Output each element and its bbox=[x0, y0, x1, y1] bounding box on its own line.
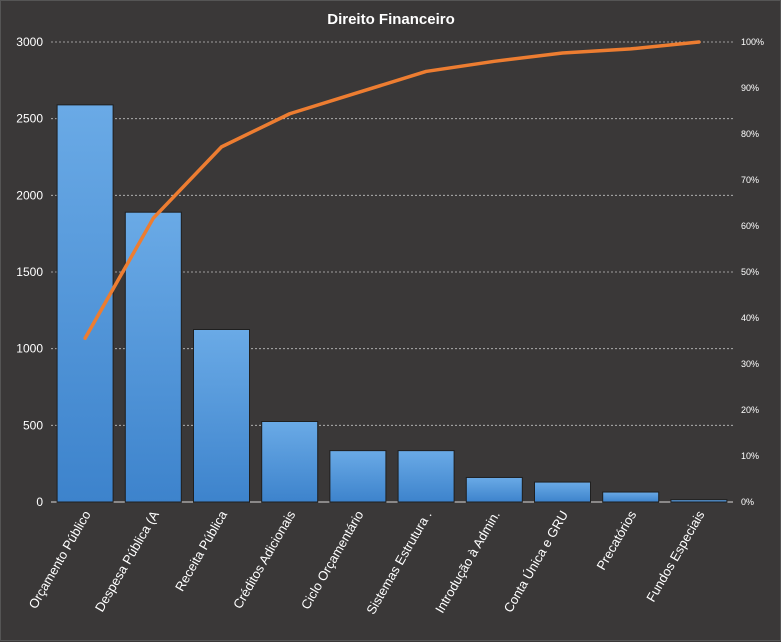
bar bbox=[194, 330, 250, 503]
x-tick-label: Conta Única e GRU bbox=[501, 508, 571, 615]
y-tick-label: 1000 bbox=[16, 342, 43, 356]
y2-tick-label: 0% bbox=[741, 497, 754, 507]
x-tick-label: Orçamento Público bbox=[25, 508, 93, 611]
bar bbox=[466, 477, 522, 502]
x-tick-label: Despesa Pública (A bbox=[92, 508, 162, 615]
bar bbox=[330, 451, 386, 502]
y-axis-right: 0% 10% 20% 30% 40% 50% 60% 70% 80% 90% 100% bbox=[741, 37, 764, 507]
bars-layer bbox=[57, 105, 727, 502]
y-tick-label: 2500 bbox=[16, 112, 43, 126]
x-tick-label: Receita Pública bbox=[172, 507, 231, 593]
x-tick-label: Sistemas Estrutura . bbox=[363, 508, 435, 617]
bar bbox=[535, 482, 591, 502]
y2-tick-label: 50% bbox=[741, 267, 759, 277]
y2-tick-label: 80% bbox=[741, 129, 759, 139]
y-tick-label: 1500 bbox=[16, 265, 43, 279]
y-tick-label: 3000 bbox=[16, 35, 43, 49]
y-tick-label: 2000 bbox=[16, 188, 43, 202]
x-tick-label: Ciclo Orçamentário bbox=[298, 508, 367, 612]
x-tick-label: Precatórios bbox=[593, 508, 639, 573]
y-tick-label: 500 bbox=[23, 418, 43, 432]
x-tick-label: Fundos Especiais bbox=[643, 508, 708, 605]
y-axis-left: 0 500 1000 1500 2000 2500 3000 bbox=[16, 35, 43, 509]
x-tick-label: Introdução à Admin. bbox=[432, 508, 503, 616]
y2-tick-label: 20% bbox=[741, 405, 759, 415]
bar bbox=[262, 422, 318, 503]
chart-title: Direito Financeiro bbox=[327, 11, 455, 28]
y2-tick-label: 70% bbox=[741, 175, 759, 185]
y2-tick-label: 30% bbox=[741, 359, 759, 369]
y-tick-label: 0 bbox=[36, 495, 43, 509]
y2-tick-label: 60% bbox=[741, 221, 759, 231]
x-tick-label: Créditos Adicionais bbox=[230, 508, 299, 612]
y2-tick-label: 90% bbox=[741, 83, 759, 93]
y2-tick-label: 100% bbox=[741, 37, 764, 47]
y2-tick-label: 40% bbox=[741, 313, 759, 323]
bar bbox=[671, 500, 727, 502]
bar bbox=[398, 451, 454, 502]
y2-tick-label: 10% bbox=[741, 451, 759, 461]
bar bbox=[603, 492, 659, 502]
